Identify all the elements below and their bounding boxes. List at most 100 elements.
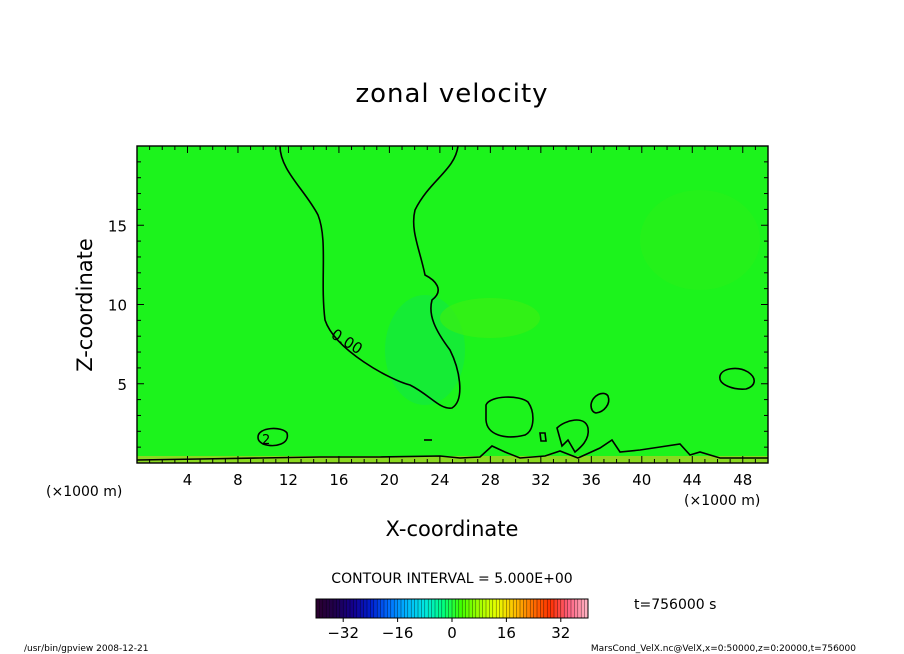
colorbar-cell bbox=[554, 599, 558, 618]
colorbar-cell bbox=[489, 599, 494, 618]
colorbar-cell bbox=[469, 599, 473, 618]
colorbar-cell bbox=[360, 599, 364, 618]
colorbar-cell bbox=[363, 599, 368, 618]
contour-loop bbox=[257, 427, 289, 447]
colorbar-cell bbox=[506, 599, 511, 618]
colorbar-cell bbox=[343, 599, 347, 618]
x-tick-label: 16 bbox=[329, 471, 348, 489]
colorbar-cell bbox=[401, 599, 405, 618]
colorbar-cell bbox=[530, 599, 534, 618]
colorbar-tick-label: 32 bbox=[551, 624, 570, 642]
colorbar-cell bbox=[513, 599, 517, 618]
colorbar-cell bbox=[407, 599, 412, 618]
colorbar-cell bbox=[350, 599, 354, 618]
y-tick-label: 5 bbox=[117, 376, 127, 394]
colorbar-cell bbox=[458, 599, 463, 618]
colorbar-cell bbox=[475, 599, 480, 618]
colorbar-cell bbox=[336, 599, 341, 618]
colorbar-tick-label: 16 bbox=[497, 624, 516, 642]
colorbar-cell bbox=[584, 599, 589, 618]
colorbar-cell bbox=[370, 599, 375, 618]
colorbar-cell bbox=[319, 599, 324, 618]
colorbar-cell bbox=[492, 599, 497, 618]
y-tick-label: 10 bbox=[108, 297, 127, 315]
colorbar-cell bbox=[329, 599, 334, 618]
colorbar-cell bbox=[438, 599, 443, 618]
colorbar-cell bbox=[560, 599, 565, 618]
contour-loop bbox=[590, 392, 610, 414]
colorbar-cell bbox=[346, 599, 351, 618]
x-tick-label: 48 bbox=[733, 471, 752, 489]
colorbar-cell bbox=[574, 599, 579, 618]
colorbar-cell bbox=[326, 599, 330, 618]
colorbar-tick-label: 0 bbox=[447, 624, 457, 642]
colorbar-cell bbox=[509, 599, 514, 618]
colorbar-cell bbox=[387, 599, 392, 618]
colorbar-cell bbox=[465, 599, 470, 618]
colorbar-tick-label: −16 bbox=[382, 624, 414, 642]
colorbar-cell bbox=[543, 599, 548, 618]
colorbar-cell bbox=[367, 599, 371, 618]
colorbar-cell bbox=[404, 599, 409, 618]
colorbar-cell bbox=[421, 599, 426, 618]
colorbar-cell bbox=[428, 599, 432, 618]
colorbar-cell bbox=[353, 599, 358, 618]
x-tick-label: 44 bbox=[683, 471, 702, 489]
x-unit-label-left: (×1000 m) bbox=[46, 484, 122, 500]
colorbar-cell bbox=[445, 599, 449, 618]
colorbar-cell bbox=[503, 599, 507, 618]
colorbar-cell bbox=[390, 599, 395, 618]
colorbar bbox=[315, 598, 589, 619]
colorbar-cell bbox=[397, 599, 402, 618]
colorbar-cell bbox=[424, 599, 429, 618]
x-axis: 4 8 12 16 20 24 28 32 36 40 44 48 bbox=[149, 146, 756, 489]
colorbar-cell bbox=[564, 599, 568, 618]
x-tick-label: 28 bbox=[481, 471, 500, 489]
x-tick-label: 8 bbox=[233, 471, 243, 489]
surface-zero-contour bbox=[137, 438, 768, 461]
colorbar-cell bbox=[516, 599, 521, 618]
colorbar-cell bbox=[414, 599, 419, 618]
colorbar-cell bbox=[462, 599, 466, 618]
colorbar-cell bbox=[384, 599, 388, 618]
colorbar-cell bbox=[322, 599, 327, 618]
y-axis: 5 10 15 bbox=[108, 161, 768, 448]
positive-velocity-region bbox=[640, 190, 760, 290]
colorbar-cell bbox=[373, 599, 378, 618]
colorbar-cell bbox=[533, 599, 538, 618]
footer-right: MarsCond_VelX.nc@VelX,x=0:50000,z=0:2000… bbox=[591, 644, 856, 654]
colorbar-cell bbox=[452, 599, 456, 618]
colorbar-cell bbox=[377, 599, 381, 618]
colorbar-cell bbox=[577, 599, 582, 618]
colorbar-cell bbox=[380, 599, 385, 618]
contour-loop bbox=[556, 419, 590, 454]
colorbar-cell bbox=[499, 599, 504, 618]
footer-left: /usr/bin/gpview 2008-12-21 bbox=[24, 644, 148, 654]
colorbar-cell bbox=[316, 599, 320, 618]
zero-contours bbox=[137, 146, 768, 461]
colorbar-cell bbox=[496, 599, 500, 618]
colorbar-cell bbox=[571, 599, 575, 618]
colorbar-ticks: −32 −16 0 16 32 bbox=[327, 618, 570, 642]
positive-velocity-region bbox=[440, 298, 540, 338]
colorbar-cell bbox=[486, 599, 490, 618]
colorbar-cell bbox=[550, 599, 555, 618]
colorbar-cell bbox=[339, 599, 344, 618]
colorbar-cell bbox=[441, 599, 446, 618]
x-tick-label: 36 bbox=[582, 471, 601, 489]
colorbar-tick-label: −32 bbox=[327, 624, 359, 642]
x-tick-label: 4 bbox=[183, 471, 193, 489]
colorbar-cell bbox=[411, 599, 415, 618]
colorbar-cell bbox=[537, 599, 541, 618]
x-tick-label: 20 bbox=[380, 471, 399, 489]
contour-label-small: 2 bbox=[262, 433, 270, 448]
time-label: t=756000 s bbox=[634, 597, 716, 613]
y-axis-label: Z-coordinate bbox=[73, 238, 97, 372]
colorbar-cell bbox=[431, 599, 436, 618]
colorbar-cell bbox=[526, 599, 531, 618]
colorbar-cell bbox=[567, 599, 572, 618]
colorbar-cell bbox=[333, 599, 337, 618]
x-tick-label: 12 bbox=[279, 471, 298, 489]
colorbar-cell bbox=[455, 599, 460, 618]
